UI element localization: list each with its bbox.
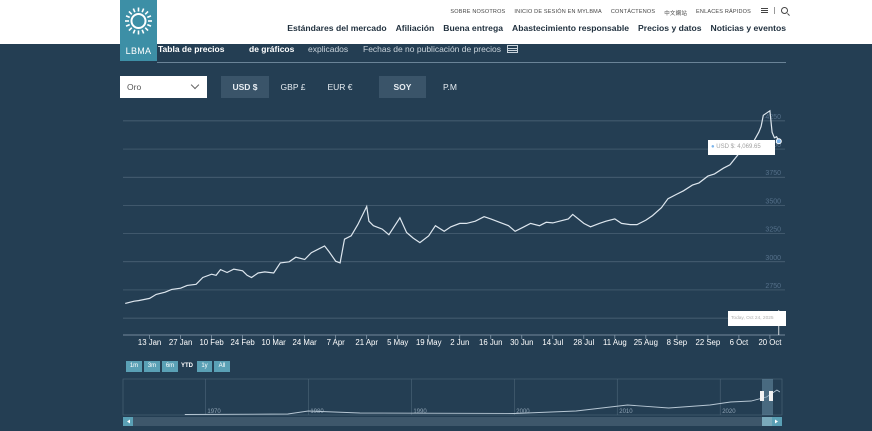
x-tick-label: 28 Jul	[573, 338, 594, 347]
top-link-mylbma[interactable]: INICIO DE SESIÓN EN MYLBMA	[514, 9, 602, 15]
x-tick-label: 27 Jan	[169, 338, 192, 347]
x-tick-label: 19 May	[416, 338, 442, 347]
currency-eur-button[interactable]: EUR €	[327, 82, 353, 92]
main-nav: Estándares del mercado Afiliación Buena …	[287, 23, 786, 33]
navigator-selection[interactable]	[762, 379, 773, 415]
range-ytd-button[interactable]: YTD	[181, 363, 193, 369]
nav-good-delivery[interactable]: Buena entrega	[443, 23, 503, 33]
navigator-year-label: 1980	[310, 409, 324, 415]
y-tick-label: 3500	[765, 198, 781, 205]
y-tick-label: 3000	[765, 255, 781, 262]
x-tick-label: 7 Apr	[327, 338, 346, 347]
price-tooltip: ● USD $: 4,069.65	[708, 140, 775, 155]
session-am-button[interactable]: SOY	[379, 76, 426, 98]
session-pm-button[interactable]: P.M	[442, 82, 458, 92]
y-tick-label: 2750	[765, 283, 781, 290]
x-tick-label: 16 Jun	[479, 338, 502, 347]
x-tick-label: 8 Sep	[667, 338, 688, 347]
x-tick-label: 6 Oct	[730, 338, 749, 347]
x-tick-label: 13 Jan	[138, 338, 161, 347]
lbma-logo[interactable]: LBMA	[120, 0, 157, 61]
nav-responsible-sourcing[interactable]: Abastecimiento responsable	[511, 23, 629, 33]
range-all-button[interactable]: All	[214, 361, 230, 372]
x-tick-label: 10 Feb	[199, 338, 224, 347]
sunburst-icon	[125, 7, 152, 35]
navigator-year-label: 2000	[516, 409, 530, 415]
metal-select-value: Oro	[127, 82, 142, 92]
navigator-year-label: 2010	[619, 409, 633, 415]
table-icon[interactable]	[507, 45, 518, 53]
logo-text: LBMA	[125, 46, 152, 56]
navigator-series-line	[184, 389, 781, 415]
hover-point	[775, 138, 782, 145]
top-link-about[interactable]: SOBRE NOSOTROS	[450, 9, 506, 15]
scrollbar-thumb[interactable]	[762, 417, 772, 426]
navigator-right-handle[interactable]	[769, 391, 773, 401]
top-link-contact[interactable]: CONTÁCTENOS	[610, 9, 656, 15]
navigator-year-label: 2020	[722, 409, 736, 415]
nav-market-standards[interactable]: Estándares del mercado	[287, 23, 387, 33]
tooltip-value: USD $: 4,069.65	[716, 144, 761, 150]
navigator-year-label: 1990	[413, 409, 427, 415]
date-tooltip: Today, Oct 24, 2025	[728, 311, 786, 326]
top-link-chinese[interactable]: 中文網站	[664, 11, 688, 17]
divider	[774, 7, 775, 14]
x-tick-label: 22 Sep	[696, 338, 721, 347]
nav-prices-data[interactable]: Precios y datos	[638, 23, 702, 33]
x-tick-label: 24 Feb	[230, 338, 255, 347]
utility-nav: SOBRE NOSOTROS INICIO DE SESIÓN EN MYLBM…	[450, 9, 786, 17]
left-arrow-glyph	[127, 419, 130, 424]
top-link-quick-links[interactable]: ENLACES RÁPIDOS	[696, 9, 751, 15]
navigator-year-label: 1970	[207, 409, 221, 415]
site-header: LBMA SOBRE NOSOTROS INICIO DE SESIÓN EN …	[0, 0, 872, 61]
search-icon[interactable]	[781, 7, 788, 14]
x-tick-label: 24 Mar	[293, 338, 318, 347]
nav-membership[interactable]: Afiliación	[395, 23, 435, 33]
range-1m-button[interactable]: 1m	[126, 361, 142, 372]
y-tick-label: 4250	[765, 114, 781, 121]
x-tick-label: 11 Aug	[603, 338, 627, 347]
x-tick-label: 21 Apr	[355, 338, 378, 347]
tab-non-publication-dates[interactable]: Fechas de no publicación de precios	[363, 44, 501, 54]
x-tick-label: 2 Jun	[450, 338, 469, 347]
range-6m-button[interactable]: 6m	[162, 361, 178, 372]
x-tick-label: 5 May	[387, 338, 408, 347]
x-tick-label: 20 Oct	[758, 338, 782, 347]
x-tick-label: 10 Mar	[262, 338, 287, 347]
x-tick-label: 14 Jul	[542, 338, 563, 347]
nav-news-events[interactable]: Noticias y eventos	[710, 23, 786, 33]
navigator-left-handle[interactable]	[760, 391, 764, 401]
currency-usd-button[interactable]: USD $	[221, 76, 269, 98]
utility-icons	[761, 7, 788, 14]
x-tick-label: 30 Jun	[510, 338, 533, 347]
metal-select[interactable]: Oro	[120, 76, 207, 98]
right-arrow-glyph	[775, 419, 778, 424]
menu-icon[interactable]	[761, 8, 768, 13]
x-tick-label: 25 Aug	[634, 338, 658, 347]
navigator-scrollbar[interactable]	[123, 417, 782, 426]
range-3m-button[interactable]: 3m	[144, 361, 160, 372]
tab-explained[interactable]: explicados	[308, 44, 349, 54]
price-series-line	[125, 109, 780, 304]
currency-gbp-button[interactable]: GBP £	[280, 82, 306, 92]
y-tick-label: 3750	[765, 170, 781, 177]
y-tick-label: 3250	[765, 227, 781, 234]
tooltip-bullet-icon: ●	[711, 144, 715, 150]
range-1y-button[interactable]: 1y	[197, 361, 212, 372]
prices-subnav: Tabla de precios de gráficos explicados …	[157, 44, 786, 63]
tab-price-table[interactable]: Tabla de precios	[158, 44, 225, 54]
tab-charts[interactable]: de gráficos	[249, 44, 295, 54]
navigator-pane[interactable]	[122, 378, 783, 416]
